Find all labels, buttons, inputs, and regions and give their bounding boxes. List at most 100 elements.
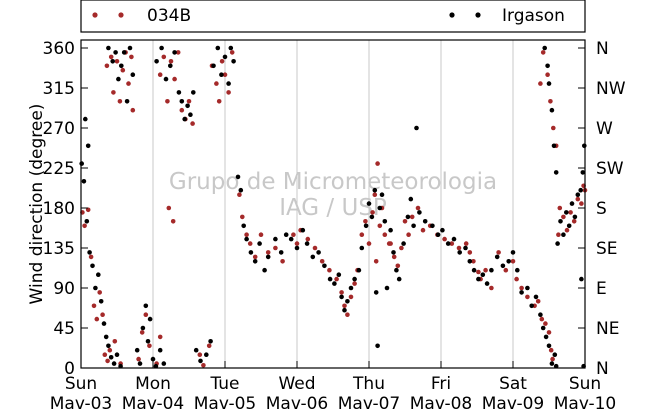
data-point [197, 352, 203, 358]
data-point [370, 210, 375, 215]
y-axis-left: 0 45 90 135 180 225 270 315 360 [43, 39, 88, 379]
data-point [372, 187, 378, 193]
data-point [165, 99, 170, 104]
data-point [564, 227, 570, 233]
data-point [117, 99, 123, 104]
x-tick-date: Mav-10 [554, 394, 616, 409]
data-point [103, 334, 109, 340]
legend-box [80, 0, 586, 33]
data-point [288, 236, 294, 242]
data-point [157, 334, 163, 340]
x-tick-date: Mav-05 [194, 394, 256, 409]
data-point [283, 232, 289, 237]
data-point [304, 241, 310, 246]
data-point [291, 232, 296, 237]
data-point [399, 245, 404, 251]
data-point [179, 107, 185, 113]
y-tick-label: 270 [43, 119, 75, 139]
data-point [548, 99, 553, 104]
data-point [408, 196, 414, 202]
data-point [222, 54, 228, 60]
data-point [336, 272, 342, 278]
data-point [580, 170, 586, 175]
data-point [90, 263, 95, 269]
data-point [552, 352, 558, 358]
data-point [97, 290, 102, 295]
data-point [214, 81, 219, 86]
data-point [500, 263, 506, 269]
data-point [519, 285, 524, 291]
data-point [101, 321, 107, 326]
data-point [379, 192, 385, 197]
data-point [108, 355, 114, 360]
data-point [569, 201, 575, 206]
y-compass-label: SE [596, 239, 618, 259]
data-point [463, 241, 469, 246]
data-point [471, 267, 477, 273]
data-point [182, 116, 187, 122]
data-point [168, 63, 173, 69]
data-point [384, 285, 390, 291]
data-point [348, 294, 354, 300]
data-point [414, 125, 419, 131]
data-point [81, 179, 87, 184]
legend-label-irgason: Irgason [502, 6, 565, 26]
data-point [571, 219, 577, 224]
y-tick-label: 90 [53, 279, 75, 299]
data-point [476, 276, 481, 282]
y-compass-label: NE [596, 319, 619, 339]
data-point [228, 45, 234, 51]
data-point [280, 259, 285, 264]
data-point [139, 330, 145, 335]
y-axis-right-compass: N NE E SE S SW W NW N [578, 39, 626, 379]
data-point [510, 259, 516, 264]
data-point [572, 214, 578, 220]
data-point [216, 99, 222, 104]
data-point [327, 267, 332, 273]
data-point [579, 201, 584, 206]
data-point [582, 143, 587, 149]
data-point [440, 227, 445, 233]
data-point [241, 223, 246, 229]
legend-marker-034B [92, 12, 98, 18]
data-point [564, 210, 569, 215]
data-point [369, 214, 375, 220]
data-point [578, 187, 583, 193]
y-compass-label: SW [596, 159, 624, 179]
x-tick-date: Mav-06 [266, 394, 328, 409]
data-point [104, 63, 110, 69]
data-point [348, 285, 354, 291]
data-point [208, 339, 213, 344]
data-point [116, 76, 121, 82]
data-point [185, 103, 190, 109]
y-tick-label: 315 [43, 79, 75, 99]
data-point [391, 250, 396, 255]
legend-entry-irgason: Irgason [449, 6, 565, 26]
data-point [219, 72, 224, 77]
series-irgason [79, 45, 587, 369]
data-point [172, 50, 177, 55]
data-point [83, 116, 88, 122]
data-point [319, 259, 325, 264]
data-point [543, 334, 549, 340]
data-point [551, 125, 556, 131]
data-point [342, 303, 347, 309]
data-point [519, 290, 524, 295]
data-point [449, 241, 455, 246]
data-point [118, 363, 123, 369]
data-point [503, 267, 509, 273]
y-tick-label: 135 [43, 239, 75, 259]
data-point [219, 59, 225, 64]
data-point [265, 254, 271, 260]
data-point [539, 316, 545, 322]
data-point [467, 250, 473, 255]
data-point [549, 361, 555, 366]
data-point [179, 99, 185, 104]
legend-entry-034B: 034B [92, 6, 191, 26]
data-point [229, 50, 235, 55]
x-tick-weekday: Sun [65, 374, 97, 394]
data-point [305, 236, 311, 242]
data-point [85, 207, 91, 213]
data-point [356, 267, 362, 273]
